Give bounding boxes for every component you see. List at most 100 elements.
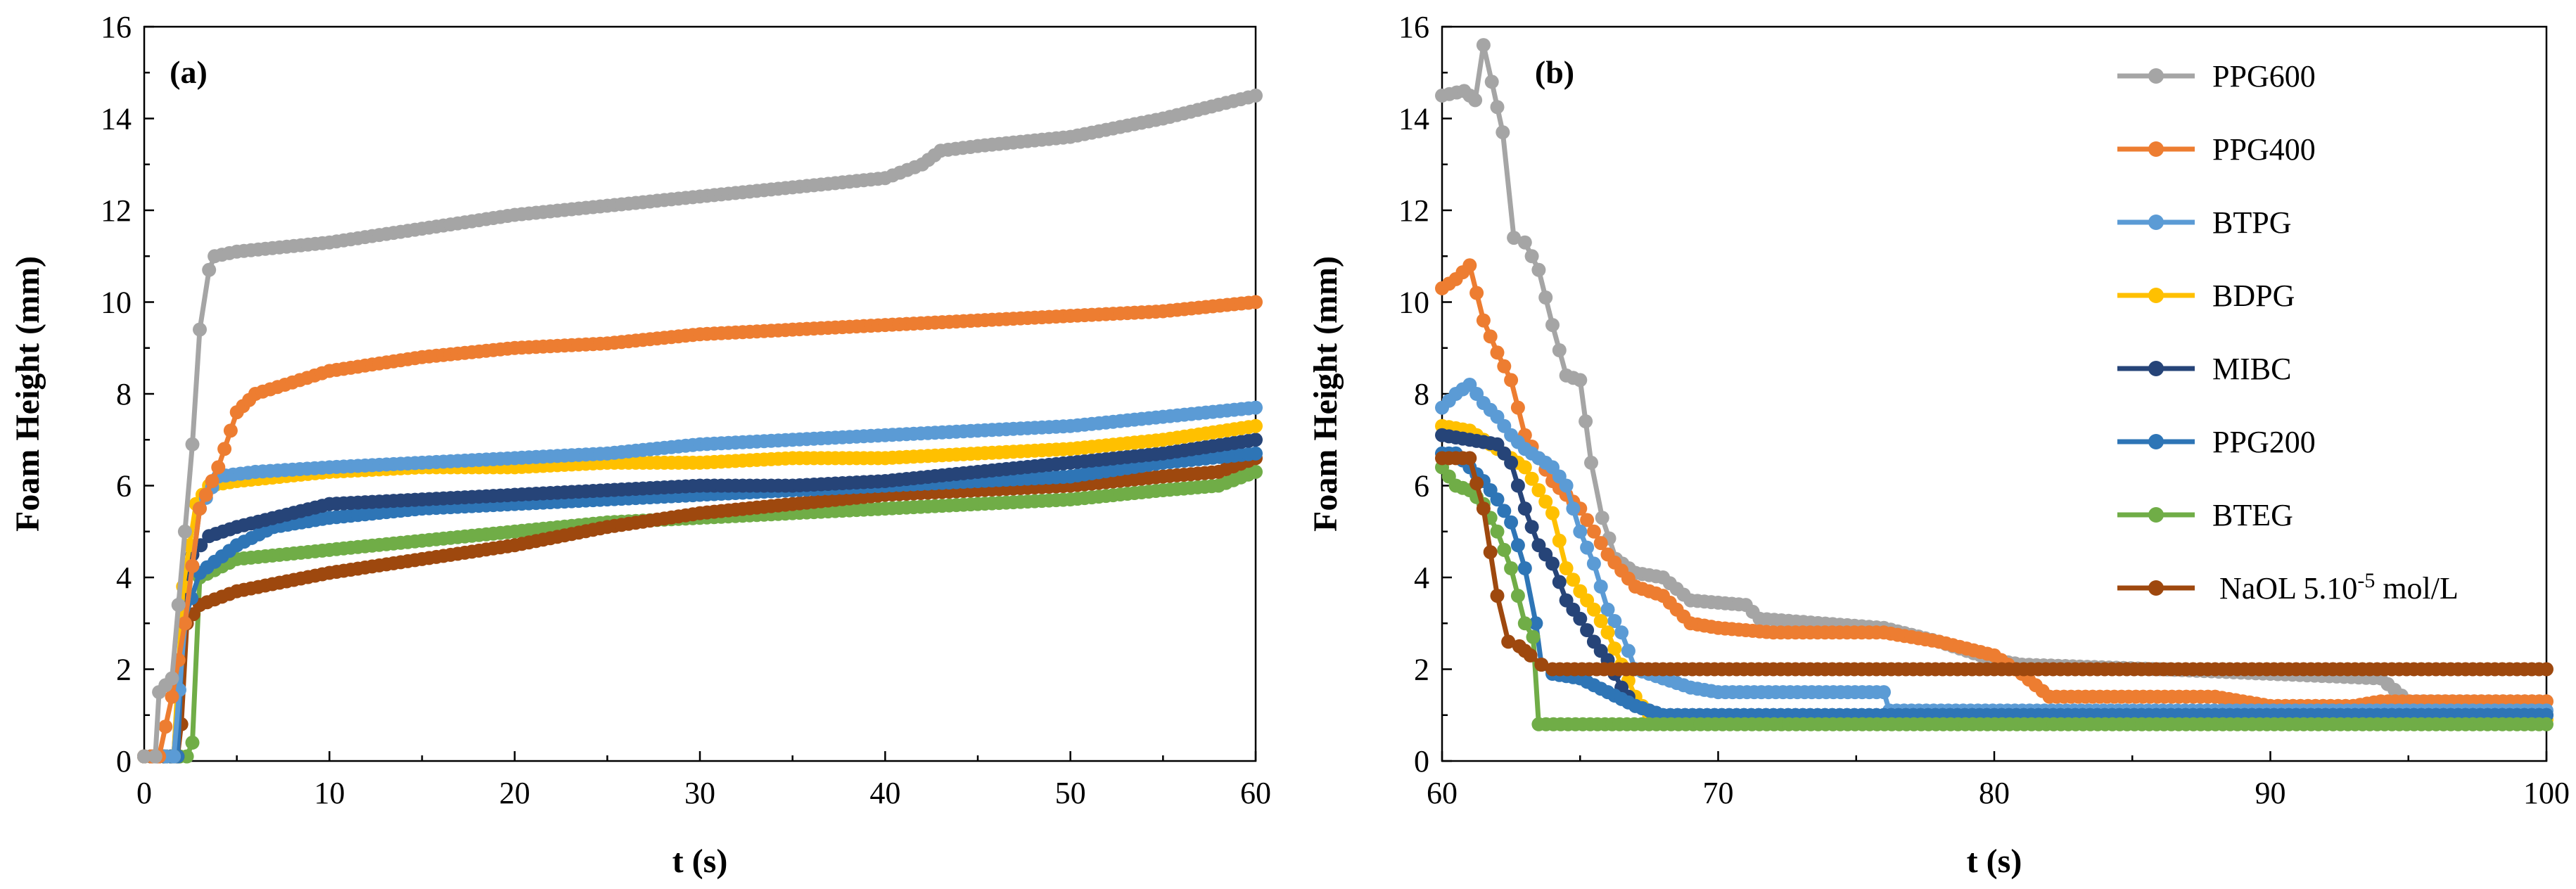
data-point (217, 442, 232, 456)
legend-item: NaOL 5.10-5 mol/L (2117, 569, 2459, 606)
data-point (198, 487, 213, 502)
legend-label: BTPG (2212, 205, 2291, 240)
x-tick-label: 20 (499, 776, 530, 810)
data-point (1573, 611, 1588, 626)
x-tick-label: 90 (2255, 776, 2286, 810)
chart-panel-a: 0 2 4 6 8 10 12 14 16 0 10 20 30 40 50 60 t (s) Foam Heig… (9, 10, 1271, 880)
data-point (1607, 641, 1622, 656)
y-tick-label: 0 (1414, 744, 1429, 779)
legend-item: BTEG (2117, 498, 2293, 532)
data-point (1469, 286, 1484, 300)
x-tick-label: 80 (1979, 776, 2010, 810)
y-tick-label: 6 (1414, 469, 1429, 504)
legend-swatch-marker (2148, 68, 2164, 84)
y-tick-label: 6 (116, 469, 132, 504)
data-point (1586, 556, 1601, 571)
chart-panel-b: 0 2 4 6 8 10 12 14 16 60 70 80 90 100 t (s) Foam Height… (1307, 10, 2570, 880)
y-tick-label: 8 (1414, 377, 1429, 411)
data-point (1593, 614, 1608, 628)
data-point (1566, 501, 1581, 516)
legend-item: MIBC (2117, 352, 2291, 386)
data-point (2539, 717, 2553, 731)
data-point (1510, 400, 1525, 415)
data-point (1490, 100, 1505, 115)
data-point (1877, 685, 1891, 700)
data-point (1600, 625, 1615, 640)
data-point (1552, 533, 1567, 548)
legend-item: BDPG (2117, 279, 2295, 313)
y-axis-label: Foam Height (mm) (9, 256, 46, 532)
data-point (1469, 476, 1484, 491)
data-point (1504, 515, 1519, 530)
legend-label: PPG200 (2212, 425, 2316, 459)
data-point (1614, 625, 1629, 640)
data-point (1580, 513, 1595, 527)
data-point (1490, 492, 1505, 507)
data-point (1483, 329, 1498, 344)
data-point (1517, 460, 1532, 475)
x-tick-label: 60 (1427, 776, 1458, 810)
data-point (177, 524, 192, 539)
data-point (1249, 88, 1263, 103)
legend-label: PPG600 (2212, 59, 2316, 94)
y-tick-label: 16 (1398, 10, 1429, 44)
data-point (1607, 614, 1622, 628)
data-point (1468, 93, 1483, 108)
series-ppg600 (137, 88, 1263, 764)
y-tick-label: 14 (1398, 102, 1429, 136)
x-axis-label: t (s) (672, 843, 728, 880)
data-point (1580, 623, 1595, 637)
data-point (205, 474, 219, 488)
x-tick-label: 60 (1240, 776, 1271, 810)
data-point (1545, 556, 1560, 571)
x-tick-label: 40 (869, 776, 900, 810)
series-naol-5-10-5-mol-l (1435, 451, 2553, 677)
data-point (1476, 501, 1491, 516)
x-tick-label: 100 (2523, 776, 2570, 810)
data-point (1249, 446, 1263, 461)
y-tick-label: 8 (116, 377, 132, 411)
legend-swatch-marker (2148, 434, 2164, 449)
legend-label: NaOL 5.10-5 mol/L (2219, 569, 2459, 606)
data-point (1490, 589, 1505, 603)
data-point (1504, 373, 1519, 388)
data-point (1586, 602, 1601, 617)
data-point (1507, 231, 1522, 245)
legend: PPG600 PPG400 BTPG BDPG MIBC PPG200 BTEG NaOL 5… (2117, 59, 2459, 606)
legend-swatch-marker (2148, 580, 2164, 596)
data-point (185, 735, 200, 750)
data-point (137, 749, 151, 764)
data-point (1586, 524, 1601, 539)
data-point (171, 598, 186, 613)
data-point (1510, 478, 1525, 493)
legend-label: BDPG (2212, 279, 2295, 313)
data-point (1573, 373, 1588, 388)
legend-swatch-marker (2148, 507, 2164, 523)
y-tick-label: 16 (101, 10, 132, 44)
data-point (1593, 580, 1608, 594)
y-tick-label: 2 (116, 653, 132, 687)
data-point (185, 558, 200, 573)
data-point (1496, 125, 1510, 140)
data-point (1517, 616, 1532, 631)
data-point (1621, 644, 1635, 658)
legend-swatch-marker (2148, 141, 2164, 157)
y-tick-label: 14 (101, 102, 132, 136)
data-point (1501, 634, 1516, 649)
data-point (1476, 38, 1491, 53)
data-point (1490, 345, 1505, 360)
data-point (1531, 483, 1546, 497)
data-point (1462, 451, 1477, 466)
data-point (1534, 658, 1549, 672)
data-point (1504, 561, 1519, 575)
data-point (177, 616, 192, 631)
data-point (148, 749, 162, 764)
data-point (202, 262, 217, 277)
data-point (1552, 343, 1567, 357)
y-tick-label: 12 (1398, 193, 1429, 228)
data-point (1580, 540, 1595, 555)
data-point (1517, 235, 1532, 250)
data-point (1517, 501, 1532, 516)
legend-label: MIBC (2212, 352, 2291, 386)
data-point (1497, 542, 1512, 557)
